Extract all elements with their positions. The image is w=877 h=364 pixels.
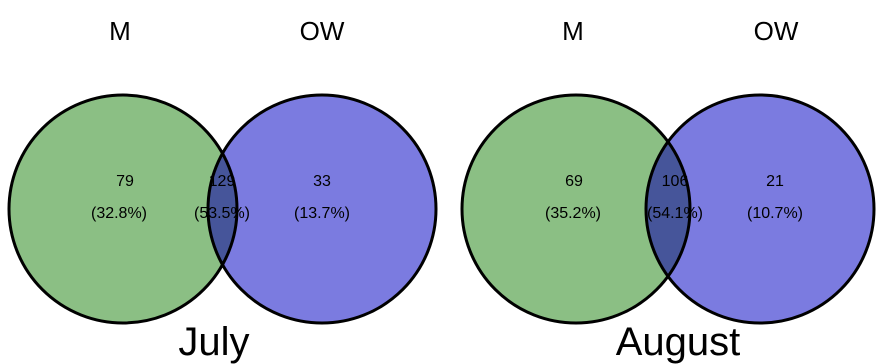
set-m-circle [462,95,690,323]
venn-panel-august: M OW 69 (35.2%) 106 (54.1%) 21 (10.7%) A… [460,16,876,364]
only-m-count: 69 [565,173,583,190]
both-count: 106 [662,173,689,190]
set-m-outline [460,93,692,325]
set-ow-outline [644,93,876,325]
only-ow-percent: (13.7%) [294,205,350,222]
both-percent: (54.1%) [647,205,703,222]
set-label-m: M [109,16,131,46]
only-m-count: 79 [116,173,134,190]
both-percent: (53.5%) [194,205,250,222]
set-ow-circle [646,95,874,323]
set-m-circle [9,95,237,323]
set-label-ow: OW [754,16,799,46]
set-label-ow: OW [300,16,345,46]
only-ow-count: 21 [766,173,784,190]
only-ow-count: 33 [313,173,331,190]
both-count: 129 [209,173,236,190]
panel-title-july: July [178,320,249,364]
set-ow-circle [208,95,436,323]
only-m-percent: (35.2%) [545,205,601,222]
only-m-percent: (32.8%) [91,205,147,222]
set-m-outline [7,93,239,325]
venn-panel-july: M OW 79 (32.8%) 129 (53.5%) 33 (13.7%) J… [7,16,438,364]
set-ow-outline [206,93,438,325]
set-label-m: M [562,16,584,46]
only-ow-percent: (10.7%) [747,205,803,222]
panel-title-august: August [616,320,741,364]
